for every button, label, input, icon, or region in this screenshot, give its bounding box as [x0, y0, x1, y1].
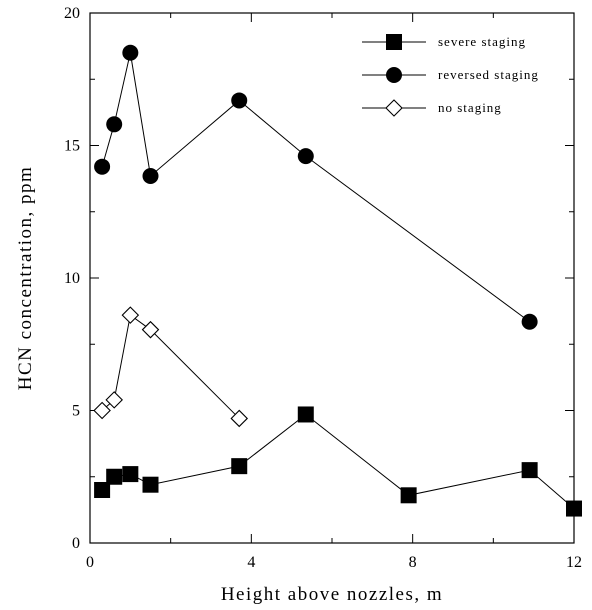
data-point: [521, 462, 538, 479]
data-point: [106, 468, 123, 485]
data-point: [94, 158, 111, 175]
data-point: [94, 482, 111, 498]
y-axis-title: HCN concentration, ppm: [15, 166, 36, 391]
axes: 0 4 8 12 0 5 10 15 20: [64, 5, 582, 571]
x-tick-label: 4: [247, 554, 255, 571]
series-no-staging: [93, 306, 249, 428]
data-point: [400, 487, 417, 504]
data-point: [230, 409, 249, 428]
x-axis-title: Height above nozzles, m: [221, 584, 443, 605]
data-point: [566, 500, 582, 517]
data-point: [105, 391, 123, 409]
data-point: [297, 406, 314, 423]
data-point: [142, 476, 159, 493]
y-tick-label: 10: [64, 270, 80, 287]
legend-marker: [386, 67, 402, 83]
legend-marker: [385, 99, 403, 117]
data-point: [106, 116, 123, 133]
y-tick-label: 20: [64, 5, 80, 22]
series-severe-staging: [94, 406, 582, 517]
x-tick-label: 0: [86, 554, 94, 571]
legend-label: severe staging: [438, 34, 526, 49]
legend-label: no staging: [438, 100, 502, 115]
y-tick-label: 5: [72, 403, 80, 420]
data-point: [142, 167, 159, 184]
series-reversed-staging: [94, 44, 538, 330]
data-point: [297, 148, 314, 165]
legend: severe staging reversed staging no staging: [362, 34, 539, 117]
x-tick-label: 12: [566, 554, 582, 571]
legend-marker: [386, 34, 402, 50]
series-line: [101, 52, 530, 323]
data-point: [121, 306, 140, 324]
data-point: [231, 458, 248, 475]
x-tick-label: 8: [409, 554, 417, 571]
data-point: [141, 320, 160, 339]
legend-entry: reversed staging: [362, 67, 539, 83]
series-line: [101, 314, 240, 419]
data-point: [93, 401, 111, 420]
data-point: [122, 44, 139, 61]
plot-frame: [89, 12, 575, 544]
legend-entry: no staging: [362, 99, 502, 117]
y-tick-label: 15: [64, 138, 80, 155]
legend-label: reversed staging: [438, 67, 539, 82]
data-point: [231, 92, 248, 109]
series-layer: [93, 44, 582, 517]
series-line: [101, 413, 575, 509]
y-tick-label: 0: [72, 535, 80, 552]
data-point: [521, 313, 538, 330]
legend-entry: severe staging: [362, 34, 526, 50]
data-point: [122, 466, 139, 483]
